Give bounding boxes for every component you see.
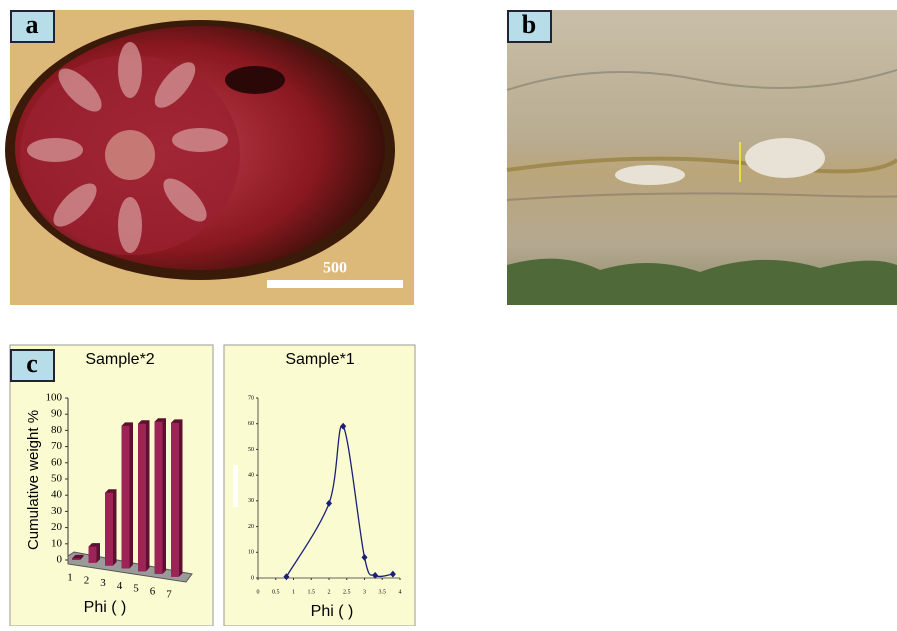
y-tick-label: 40	[248, 473, 254, 479]
x-tick-label: 7	[166, 588, 172, 600]
y-tick-label: 0	[251, 575, 254, 581]
panel-label: c	[11, 349, 54, 381]
x-tick-label: 1	[292, 589, 295, 595]
scale-label: 500	[323, 260, 347, 277]
x-tick-label: 4	[399, 589, 402, 595]
y-tick-label: 70	[248, 395, 254, 401]
x-tick-label: 3.5	[379, 589, 387, 595]
y-tick-label: 40	[51, 489, 63, 501]
page: 500 a b c Sample*2Cumulative weight %Phi…	[0, 0, 897, 631]
x-tick-label: 2.5	[343, 589, 351, 595]
figure: 500 a b c Sample*2Cumulative weight %Phi…	[0, 0, 897, 626]
x-tick-label: 3	[363, 589, 366, 595]
chart-title: Sample*2	[85, 351, 154, 368]
photo-a: 500	[5, 10, 414, 305]
x-tick-label: 0	[257, 589, 260, 595]
photo-b	[507, 10, 897, 305]
y-tick-label: 20	[51, 521, 63, 533]
y-axis-label: Cumulative weight %	[25, 410, 42, 550]
x-tick-label: 1	[67, 572, 73, 584]
y-tick-label: 60	[248, 421, 254, 427]
panel-letter: a	[26, 10, 39, 39]
y-tick-label: 60	[51, 456, 63, 468]
bar	[171, 423, 179, 577]
y-tick-label: 80	[51, 424, 63, 436]
y-tick-label: 50	[248, 447, 254, 453]
x-tick-label: 0.5	[272, 589, 280, 595]
y-tick-label: 50	[51, 473, 63, 485]
bar	[89, 547, 97, 563]
bar	[138, 424, 146, 571]
x-tick-label: 3	[100, 577, 106, 589]
x-tick-label: 1.5	[308, 589, 316, 595]
chart-frame	[224, 345, 415, 626]
panel-label: b	[508, 10, 551, 42]
bar	[155, 422, 163, 574]
x-tick-label: 2	[328, 589, 331, 595]
x-axis-label: Phi ( )	[84, 599, 127, 616]
y-tick-label: 90	[51, 408, 63, 420]
hidden-label	[233, 465, 238, 507]
y-tick-label: 30	[51, 505, 63, 517]
y-tick-label: 70	[51, 440, 63, 452]
y-tick-label: 30	[248, 498, 254, 504]
panel-letter: c	[26, 349, 38, 378]
chart-title: Sample*1	[285, 351, 354, 368]
x-tick-label: 4	[117, 580, 123, 592]
y-tick-label: 10	[248, 550, 254, 556]
x-tick-label: 2	[84, 574, 90, 586]
panel-label: a	[11, 10, 54, 42]
panel-letter: b	[522, 10, 536, 39]
y-tick-label: 100	[46, 392, 63, 404]
y-tick-label: 20	[248, 524, 254, 530]
bar	[122, 426, 130, 569]
x-tick-label: 6	[150, 586, 156, 598]
x-axis-label: Phi ( )	[311, 603, 354, 620]
y-tick-label: 0	[57, 554, 63, 566]
bar	[105, 493, 113, 566]
y-tick-label: 10	[51, 537, 63, 549]
x-tick-label: 5	[133, 583, 139, 595]
bar	[72, 558, 80, 560]
